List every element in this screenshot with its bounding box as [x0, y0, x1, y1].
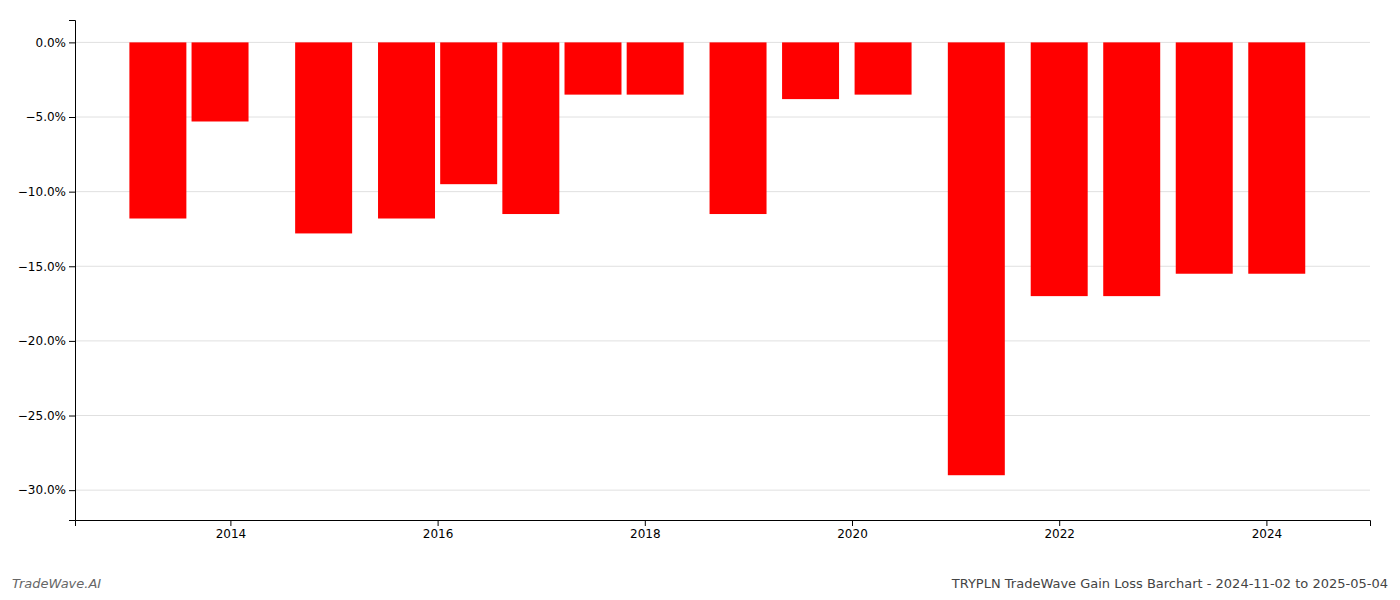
bar: [1031, 42, 1088, 296]
y-tick-mark: [69, 266, 75, 267]
bar: [948, 42, 1005, 475]
y-tick-mark: [69, 117, 75, 118]
x-tick-label: 2018: [630, 527, 661, 541]
bar: [710, 42, 767, 214]
x-tick-label: 2014: [216, 527, 247, 541]
grid: [75, 42, 1370, 490]
x-tick-label: 2022: [1044, 527, 1075, 541]
y-tick: −25.0%: [18, 409, 75, 423]
y-tick-mark: [69, 42, 75, 43]
y-tick-label: −10.0%: [18, 185, 66, 199]
y-tick-label: −30.0%: [18, 483, 66, 497]
x-tick: 2018: [630, 520, 661, 541]
x-tick-mark: [230, 520, 231, 526]
bar: [1248, 42, 1305, 273]
title: TRYPLN TradeWave Gain Loss Barchart - 20…: [951, 576, 1388, 591]
x-tick-mark: [1059, 520, 1060, 526]
bar: [565, 42, 622, 94]
y-axis-line: [69, 21, 76, 521]
grid-line: [75, 490, 1370, 491]
y-tick: −15.0%: [18, 260, 75, 274]
watermark: TradeWave.AI: [12, 576, 101, 591]
y-tick: 0.0%: [36, 36, 76, 50]
bar: [627, 42, 684, 94]
y-tick-label: −20.0%: [18, 334, 66, 348]
y-tick: −5.0%: [25, 110, 75, 124]
x-tick: 2022: [1044, 520, 1075, 541]
y-axis: 0.0% −5.0% −10.0% −15.0% −20.0% −25.0% −30.0%: [18, 21, 76, 521]
bar: [502, 42, 559, 214]
bars: [129, 42, 1305, 475]
y-tick-label: −25.0%: [18, 409, 66, 423]
bar: [192, 42, 249, 121]
grid-line: [75, 340, 1370, 341]
x-tick-label: 2016: [423, 527, 454, 541]
x-tick-mark: [1266, 520, 1267, 526]
y-tick-mark: [69, 192, 75, 193]
x-tick: 2024: [1252, 520, 1283, 541]
x-tick: 2014: [216, 520, 247, 541]
bar: [782, 42, 839, 99]
x-axis: 2014 2016 2018 2020 2022 2024: [76, 520, 1371, 541]
bar: [295, 42, 352, 233]
plot: 0.0% −5.0% −10.0% −15.0% −20.0% −25.0% −30.0% 2…: [18, 21, 1371, 541]
x-tick-label: 2024: [1252, 527, 1283, 541]
x-axis-line: [76, 521, 1371, 527]
y-tick: −10.0%: [18, 185, 75, 199]
x-tick: 2020: [837, 520, 868, 541]
y-tick-label: 0.0%: [36, 36, 67, 50]
bar: [378, 42, 435, 218]
y-tick-mark: [69, 341, 75, 342]
x-tick-label: 2020: [837, 527, 868, 541]
x-tick-mark: [852, 520, 853, 526]
bar: [1103, 42, 1160, 296]
y-tick-mark: [69, 416, 75, 417]
x-tick-mark: [645, 520, 646, 526]
y-tick: −30.0%: [18, 483, 75, 497]
bar: [129, 42, 186, 218]
bar: [855, 42, 912, 94]
bar: [1176, 42, 1233, 273]
y-tick-label: −15.0%: [18, 260, 66, 274]
y-tick-mark: [69, 490, 75, 491]
y-tick: −20.0%: [18, 334, 75, 348]
chart: 0.0% −5.0% −10.0% −15.0% −20.0% −25.0% −30.0% 2…: [0, 0, 1400, 600]
y-tick-label: −5.0%: [25, 110, 66, 124]
bar: [440, 42, 497, 184]
x-tick: 2016: [423, 520, 454, 541]
grid-line: [75, 415, 1370, 416]
x-tick-mark: [438, 520, 439, 526]
